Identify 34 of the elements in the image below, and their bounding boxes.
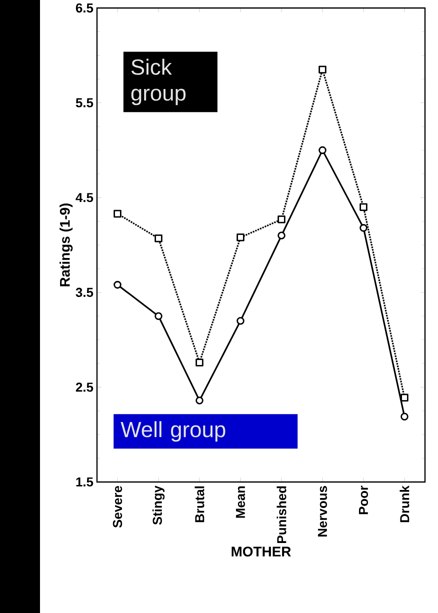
- point: [360, 203, 368, 211]
- point: [236, 234, 244, 242]
- y-tick-label: 6.5: [76, 3, 94, 13]
- point: [278, 216, 286, 224]
- series-label: Well group: [120, 421, 226, 442]
- x-tick-label: Brutal: [194, 486, 204, 522]
- point: [318, 66, 326, 74]
- x-tick-label: Nervous: [318, 486, 328, 536]
- point: [278, 232, 286, 240]
- point: [360, 224, 368, 232]
- x-tick-label: Stingy: [152, 486, 165, 525]
- point: [154, 234, 162, 242]
- point: [196, 358, 204, 366]
- point: [196, 396, 204, 404]
- point: [400, 394, 408, 402]
- x-tick-label: Drunk: [400, 485, 410, 522]
- x-tick-label: Mean: [236, 486, 246, 518]
- text: Sick group: [131, 58, 186, 106]
- point: [114, 210, 122, 218]
- point: [154, 312, 162, 320]
- x-tick-label: Poor: [358, 486, 368, 514]
- x-tick-label: Punished: [276, 486, 286, 543]
- x-tick-label: Severe: [112, 486, 122, 528]
- point: [318, 146, 326, 154]
- y-tick-label: 4.5: [76, 193, 94, 202]
- point: [236, 316, 244, 325]
- y-tick-label: 1.5: [76, 477, 94, 487]
- x-axis-title: MOTHER: [232, 546, 291, 557]
- point: [400, 412, 408, 420]
- point: [114, 280, 122, 289]
- y-axis-title: Ratings (1-9): [60, 203, 73, 286]
- y-tick-label: 2.5: [76, 382, 94, 392]
- y-tick-label: 5.5: [76, 98, 94, 108]
- y-tick-label: 3.5: [76, 288, 94, 297]
